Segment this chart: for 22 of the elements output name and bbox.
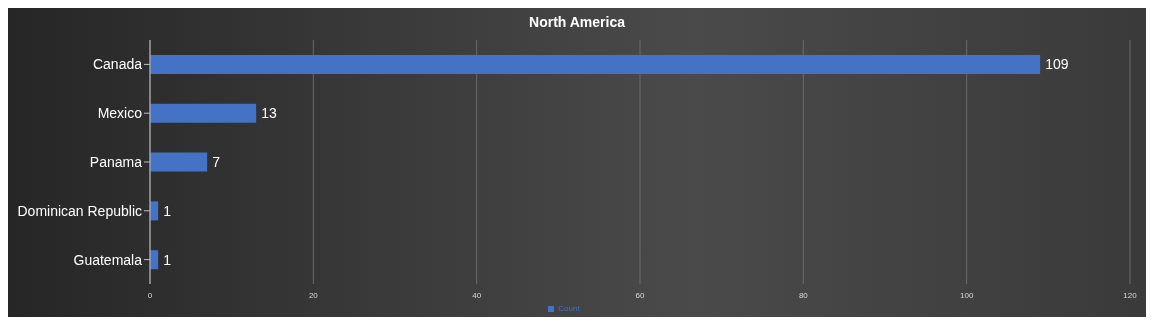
bar <box>150 103 257 123</box>
x-tick-label: 80 <box>798 290 809 300</box>
data-label: 1 <box>163 202 172 219</box>
x-tick-label: 60 <box>635 290 645 300</box>
x-tick-label: 20 <box>308 290 319 300</box>
legend-label: Count <box>558 304 580 313</box>
x-tick-label: 120 <box>1123 290 1138 300</box>
y-tick-label: Panama <box>89 153 143 170</box>
y-tick-label: Dominican Republic <box>17 202 142 219</box>
x-tick-label: 0 <box>147 290 153 300</box>
bar <box>150 152 208 172</box>
x-tick-label: 40 <box>472 290 482 300</box>
data-label: 109 <box>1045 56 1069 73</box>
bar <box>150 55 1041 74</box>
data-label: 1 <box>163 251 172 268</box>
x-tick-label: 100 <box>959 290 974 300</box>
y-tick-label: Guatemala <box>73 251 143 268</box>
data-label: 13 <box>261 105 277 122</box>
chart-title: North America <box>528 13 626 32</box>
y-tick-label: Mexico <box>97 105 143 122</box>
data-label: 7 <box>212 154 221 171</box>
y-tick-label: Canada <box>92 56 143 73</box>
